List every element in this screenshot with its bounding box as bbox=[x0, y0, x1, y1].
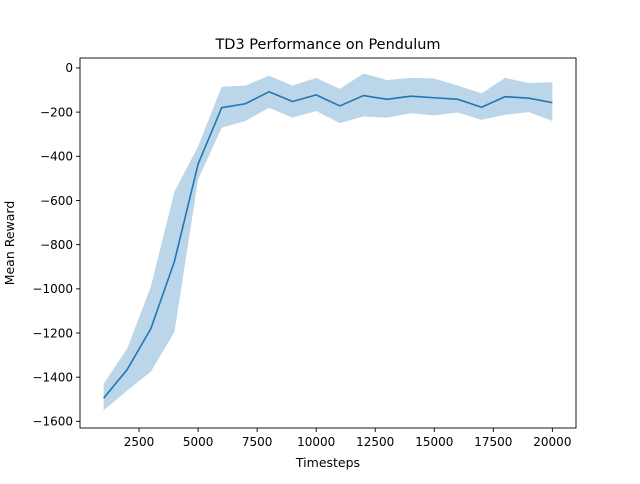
plot-frame bbox=[79, 57, 577, 429]
mean-reward-line bbox=[103, 91, 553, 399]
y-tick-label: 0 bbox=[65, 61, 73, 75]
x-tick-label: 2500 bbox=[124, 435, 155, 449]
x-tick-label: 20000 bbox=[533, 435, 571, 449]
y-tick-label: −200 bbox=[40, 105, 73, 119]
y-tick-label: −1600 bbox=[32, 415, 73, 429]
x-tick-label: 12500 bbox=[356, 435, 394, 449]
plot-area bbox=[103, 73, 553, 411]
y-tick-label: −400 bbox=[40, 150, 73, 164]
y-tick-label: −1400 bbox=[32, 370, 73, 384]
y-axis: 0 −200 −400 −600 −800 −1000 −1200 −1400 −1600 bbox=[32, 61, 80, 429]
y-tick-label: −1000 bbox=[32, 282, 73, 296]
x-axis: 2500 5000 7500 10000 12500 15000 17500 20000 bbox=[124, 428, 571, 449]
y-tick-label: −600 bbox=[40, 194, 73, 208]
confidence-band bbox=[103, 73, 553, 411]
x-tick-label: 7500 bbox=[242, 435, 273, 449]
y-axis-label: Mean Reward bbox=[2, 201, 17, 286]
x-axis-label: Timesteps bbox=[295, 455, 360, 470]
y-tick-label: −800 bbox=[40, 238, 73, 252]
x-tick-label: 17500 bbox=[474, 435, 512, 449]
chart-title: TD3 Performance on Pendulum bbox=[214, 37, 440, 53]
x-tick-label: 15000 bbox=[415, 435, 453, 449]
y-tick-label: −1200 bbox=[32, 326, 73, 340]
x-tick-label: 5000 bbox=[183, 435, 214, 449]
x-tick-label: 10000 bbox=[297, 435, 335, 449]
